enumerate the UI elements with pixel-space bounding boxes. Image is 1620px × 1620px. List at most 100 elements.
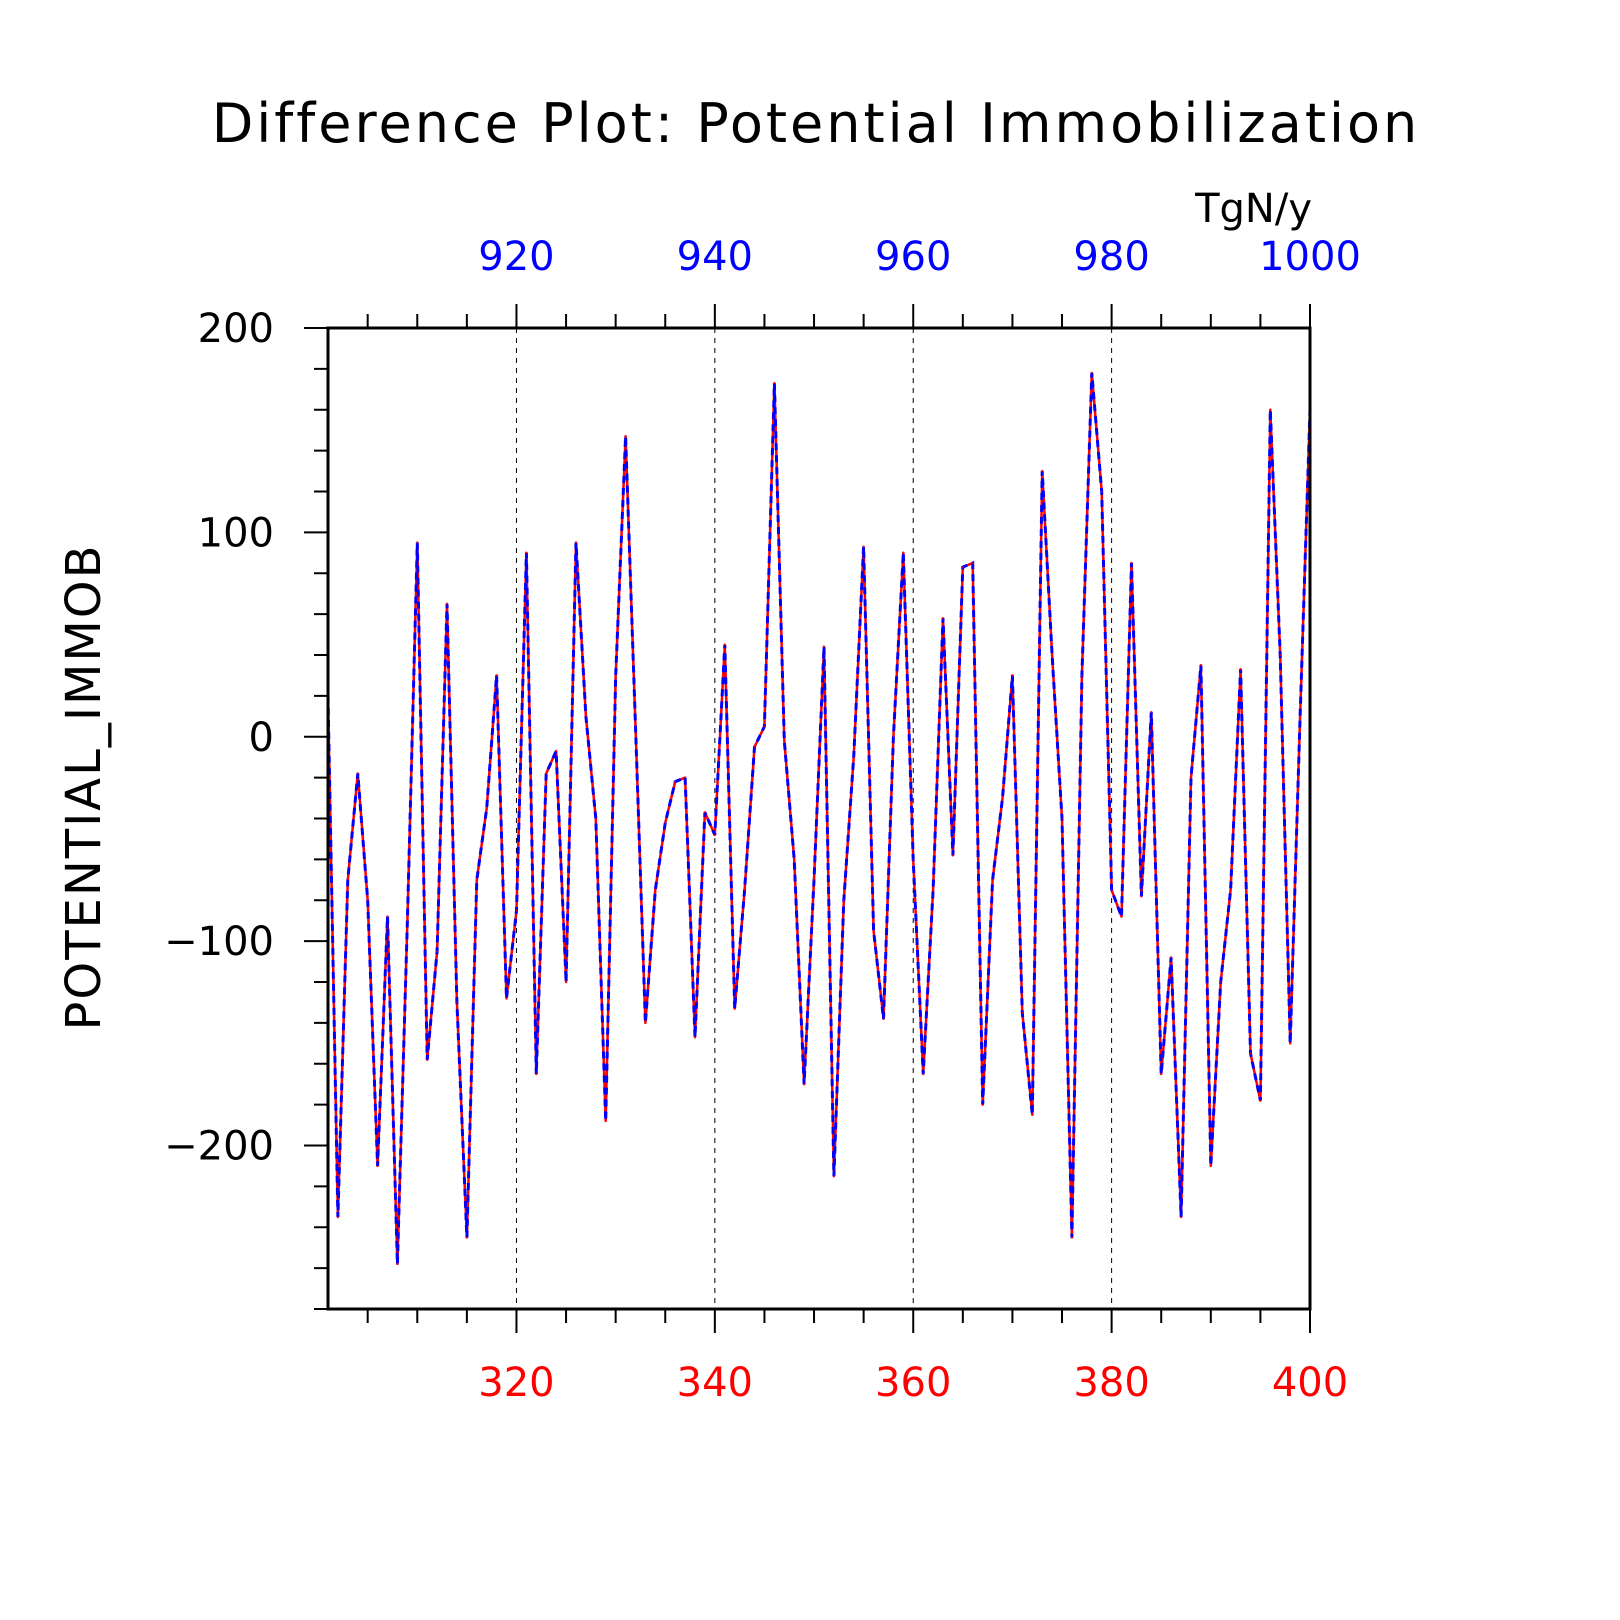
data-point [1200, 664, 1202, 667]
data-point [981, 1103, 984, 1106]
data-point [356, 772, 359, 775]
data-point [406, 919, 409, 922]
data-point [1041, 470, 1043, 472]
data-point [684, 776, 686, 779]
y-tick-label: 100 [198, 510, 274, 556]
data-point [446, 603, 448, 605]
data-point [1259, 1099, 1262, 1102]
x-bottom-tick-label: 320 [478, 1360, 554, 1406]
data-point [1051, 654, 1053, 656]
data-point [515, 909, 518, 912]
data-point [773, 382, 776, 384]
data-point [1130, 562, 1133, 564]
series-line-bottom-axis [326, 371, 1312, 1266]
data-point [624, 435, 627, 438]
data-point [565, 981, 567, 983]
data-point [912, 858, 915, 861]
data-point [942, 617, 944, 620]
data-point [1021, 1011, 1024, 1014]
data-point [1299, 715, 1301, 718]
series-lines [326, 371, 1312, 1266]
data-point [714, 834, 716, 836]
data-point [1229, 889, 1232, 891]
data-point [525, 552, 528, 554]
data-point [485, 807, 488, 810]
data-point [1239, 668, 1242, 671]
x-bottom-tick-label: 340 [677, 1360, 753, 1406]
data-point [694, 1036, 696, 1038]
data-point [743, 889, 746, 891]
data-point [1031, 1114, 1034, 1116]
data-point [644, 1022, 647, 1024]
data-point [862, 545, 865, 548]
data-point [1140, 895, 1143, 897]
data-point [763, 725, 766, 728]
data-point [823, 646, 825, 648]
data-point [833, 1175, 835, 1177]
data-point [654, 889, 657, 891]
data-point [337, 1216, 339, 1218]
data-point [991, 879, 994, 881]
x-bottom-tick-label: 400 [1272, 1360, 1348, 1406]
y-tick-label: −200 [164, 1124, 274, 1170]
data-point [1180, 1216, 1182, 1218]
data-point [783, 740, 786, 742]
data-point [1219, 981, 1222, 983]
data-point [1160, 1073, 1163, 1075]
data-point [733, 1007, 736, 1010]
data-point [882, 1017, 885, 1020]
y-tick-label: 0 [249, 715, 274, 761]
data-point [396, 1263, 399, 1265]
data-point [386, 915, 389, 918]
data-point [1289, 1042, 1291, 1045]
data-point [555, 750, 557, 752]
x-bottom-tick-label: 360 [875, 1360, 951, 1406]
data-point [436, 950, 438, 953]
x-bottom-tick-label: 380 [1073, 1360, 1149, 1406]
data-point [813, 879, 815, 881]
y-axis-title: POTENTIAL_IMMOB [56, 543, 112, 1030]
data-point [495, 674, 498, 677]
data-point [1071, 1236, 1073, 1239]
data-point [614, 674, 617, 677]
data-point [456, 1001, 458, 1004]
y-tick-label: 200 [198, 306, 274, 352]
x-top-tick-label: 960 [875, 234, 951, 280]
data-point [704, 811, 706, 814]
data-point [1190, 776, 1192, 779]
chart-title: Difference Plot: Potential Immobilizatio… [212, 92, 1421, 155]
data-point [1249, 1052, 1252, 1055]
x-top-tick-label: 1000 [1259, 234, 1361, 280]
data-point [366, 899, 369, 902]
data-point [674, 780, 676, 783]
data-point [952, 854, 954, 857]
grid-lines [515, 328, 1113, 1309]
data-point [575, 541, 577, 544]
data-point [872, 930, 875, 932]
data-point [1210, 1165, 1212, 1167]
data-point [842, 899, 845, 902]
data-point [1269, 408, 1272, 411]
data-point [426, 1058, 428, 1061]
data-point [753, 746, 756, 748]
data-point [1061, 817, 1063, 820]
data-point [803, 1083, 805, 1085]
axes [304, 304, 1311, 1333]
data-point [634, 725, 637, 728]
data-point [535, 1073, 538, 1075]
data-point [475, 879, 478, 881]
data-point [1100, 490, 1103, 493]
data-point [1081, 674, 1083, 677]
data-point [347, 879, 349, 881]
y-tick-label: −100 [164, 919, 274, 965]
data-point [664, 821, 667, 824]
data-point [1170, 956, 1172, 959]
units-label: TgN/y [1194, 186, 1312, 232]
data-point [545, 772, 548, 775]
data-point [902, 552, 905, 554]
data-point [585, 715, 587, 718]
data-point [1279, 654, 1282, 656]
data-point [852, 756, 855, 758]
